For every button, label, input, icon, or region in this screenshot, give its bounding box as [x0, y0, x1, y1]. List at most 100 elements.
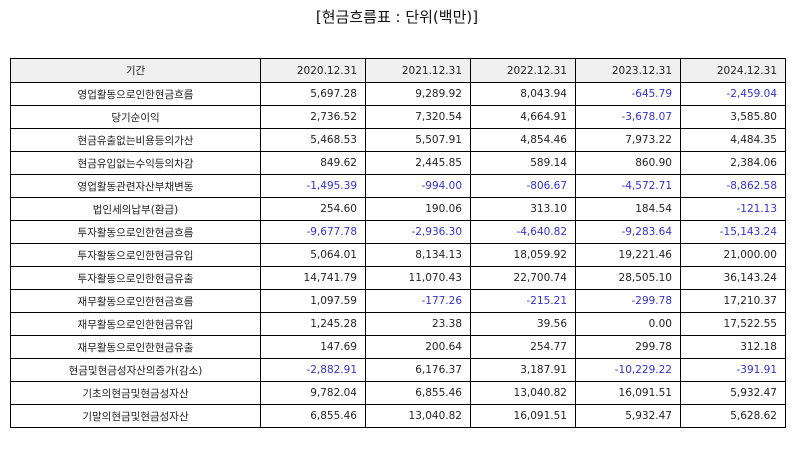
- table-cell: 22,700.74: [470, 266, 576, 290]
- table-cell: 0.00: [575, 312, 681, 336]
- table-cell: -8,862.58: [680, 174, 786, 198]
- table-cell: 8,134.13: [365, 243, 471, 267]
- table-cell: -806.67: [470, 174, 576, 198]
- table-row: 현금유출없는비용등의가산 5,468.53 5,507.91 4,854.46 7,97…: [10, 128, 786, 152]
- table-cell: 17,522.55: [680, 312, 786, 336]
- row-label: 투자활동으로인한현금유입: [10, 243, 261, 267]
- table-header-row: 기간 2020.12.31 2021.12.31 2022.12.31 2023…: [10, 58, 786, 83]
- row-label: 재무활동으로인한현금흐름: [10, 289, 261, 313]
- column-header-year: 2023.12.31: [575, 58, 681, 83]
- column-header-year: 2020.12.31: [260, 58, 366, 83]
- row-label: 기말의현금및현금성자산: [10, 404, 261, 428]
- table-cell: 6,176.37: [365, 358, 471, 382]
- cash-flow-table: 기간 2020.12.31 2021.12.31 2022.12.31 2023…: [10, 58, 786, 428]
- table-cell: -177.26: [365, 289, 471, 313]
- row-label: 재무활동으로인한현금유입: [10, 312, 261, 336]
- table-cell: 28,505.10: [575, 266, 681, 290]
- table-row: 법인세의납부(환급) 254.60 190.06 313.10 184.54 -121.1…: [10, 197, 786, 221]
- table-cell: 1,097.59: [260, 289, 366, 313]
- table-cell: -121.13: [680, 197, 786, 221]
- table-cell: -215.21: [470, 289, 576, 313]
- row-label: 현금유입없는수익등의차감: [10, 151, 261, 175]
- table-cell: 147.69: [260, 335, 366, 359]
- table-cell: 254.77: [470, 335, 576, 359]
- row-label: 투자활동으로인한현금흐름: [10, 220, 261, 244]
- table-cell: 1,245.28: [260, 312, 366, 336]
- row-label: 현금및현금성자산의증가(감소): [10, 358, 261, 382]
- table-cell: 5,507.91: [365, 128, 471, 152]
- table-row: 현금유입없는수익등의차감 849.62 2,445.85 589.14 860.90 2,…: [10, 151, 786, 175]
- table-row: 기말의현금및현금성자산 6,855.46 13,040.82 16,091.51 5,9…: [10, 404, 786, 428]
- table-row: 기초의현금및현금성자산 9,782.04 6,855.46 13,040.82 16,0…: [10, 381, 786, 405]
- table-cell: 200.64: [365, 335, 471, 359]
- table-row: 투자활동으로인한현금흐름 -9,677.78 -2,936.30 -4,640.82-…: [10, 220, 786, 244]
- table-cell: 6,855.46: [365, 381, 471, 405]
- table-cell: 5,697.28: [260, 82, 366, 106]
- table-cell: 17,210.37: [680, 289, 786, 313]
- table-row: 투자활동으로인한현금유입 5,064.01 8,134.13 18,059.92 19,…: [10, 243, 786, 267]
- table-cell: 16,091.51: [470, 404, 576, 428]
- table-row: 재무활동으로인한현금유입 1,245.28 23.38 39.56 0.00 17,522…: [10, 312, 786, 336]
- table-cell: 190.06: [365, 197, 471, 221]
- table-cell: 299.78: [575, 335, 681, 359]
- table-cell: 19,221.46: [575, 243, 681, 267]
- table-cell: 36,143.24: [680, 266, 786, 290]
- table-cell: 23.38: [365, 312, 471, 336]
- page-title: [현금흐름표 : 단위(백만)]: [315, 8, 479, 26]
- table-cell: -2,936.30: [365, 220, 471, 244]
- table-cell: 7,973.22: [575, 128, 681, 152]
- table-cell: -15,143.24: [680, 220, 786, 244]
- table-cell: 589.14: [470, 151, 576, 175]
- table-cell: 13,040.82: [365, 404, 471, 428]
- table-cell: 11,070.43: [365, 266, 471, 290]
- table-cell: -9,283.64: [575, 220, 681, 244]
- row-label: 영업활동으로인한현금흐름: [10, 82, 261, 106]
- table-cell: -9,677.78: [260, 220, 366, 244]
- table-cell: 7,320.54: [365, 105, 471, 129]
- table-row: 투자활동으로인한현금유출 14,741.79 11,070.43 22,700.74 2…: [10, 266, 786, 290]
- table-cell: 9,289.92: [365, 82, 471, 106]
- table-cell: 3,585.80: [680, 105, 786, 129]
- table-cell: 5,064.01: [260, 243, 366, 267]
- table-cell: 860.90: [575, 151, 681, 175]
- table-row: 현금및현금성자산의증가(감소) -2,882.91 6,176.37 3,187.91…: [10, 358, 786, 382]
- table-row: 재무활동으로인한현금흐름 1,097.59 -177.26 -215.21 -299.7…: [10, 289, 786, 313]
- column-header-year: 2022.12.31: [470, 58, 576, 83]
- row-label: 당기순이익: [10, 105, 261, 129]
- table-cell: 18,059.92: [470, 243, 576, 267]
- table-cell: 6,855.46: [260, 404, 366, 428]
- table-cell: 849.62: [260, 151, 366, 175]
- table-cell: 4,854.46: [470, 128, 576, 152]
- table-cell: 184.54: [575, 197, 681, 221]
- table-cell: -10,229.22: [575, 358, 681, 382]
- table-cell: -1,495.39: [260, 174, 366, 198]
- table-cell: 5,628.62: [680, 404, 786, 428]
- column-header-year: 2024.12.31: [680, 58, 786, 83]
- row-label: 법인세의납부(환급): [10, 197, 261, 221]
- table-cell: -3,678.07: [575, 105, 681, 129]
- table-cell: 5,932.47: [680, 381, 786, 405]
- row-label: 기초의현금및현금성자산: [10, 381, 261, 405]
- row-label: 투자활동으로인한현금유출: [10, 266, 261, 290]
- table-row: 영업활동으로인한현금흐름 5,697.28 9,289.92 8,043.94 -645…: [10, 82, 786, 106]
- table-cell: -2,882.91: [260, 358, 366, 382]
- table-cell: 2,736.52: [260, 105, 366, 129]
- table-cell: 21,000.00: [680, 243, 786, 267]
- table-cell: -4,572.71: [575, 174, 681, 198]
- column-header-period: 기간: [10, 58, 261, 83]
- table-cell: -4,640.82: [470, 220, 576, 244]
- table-row: 재무활동으로인한현금유출 147.69 200.64 254.77 299.78 312.…: [10, 335, 786, 359]
- table-cell: -645.79: [575, 82, 681, 106]
- table-cell: -391.91: [680, 358, 786, 382]
- table-cell: 312.18: [680, 335, 786, 359]
- table-cell: 313.10: [470, 197, 576, 221]
- row-label: 영업활동관련자산부채변동: [10, 174, 261, 198]
- table-cell: 5,468.53: [260, 128, 366, 152]
- table-cell: 4,664.91: [470, 105, 576, 129]
- table-cell: -299.78: [575, 289, 681, 313]
- table-cell: 3,187.91: [470, 358, 576, 382]
- row-label: 재무활동으로인한현금유출: [10, 335, 261, 359]
- table-cell: 14,741.79: [260, 266, 366, 290]
- table-cell: 2,384.06: [680, 151, 786, 175]
- table-cell: 16,091.51: [575, 381, 681, 405]
